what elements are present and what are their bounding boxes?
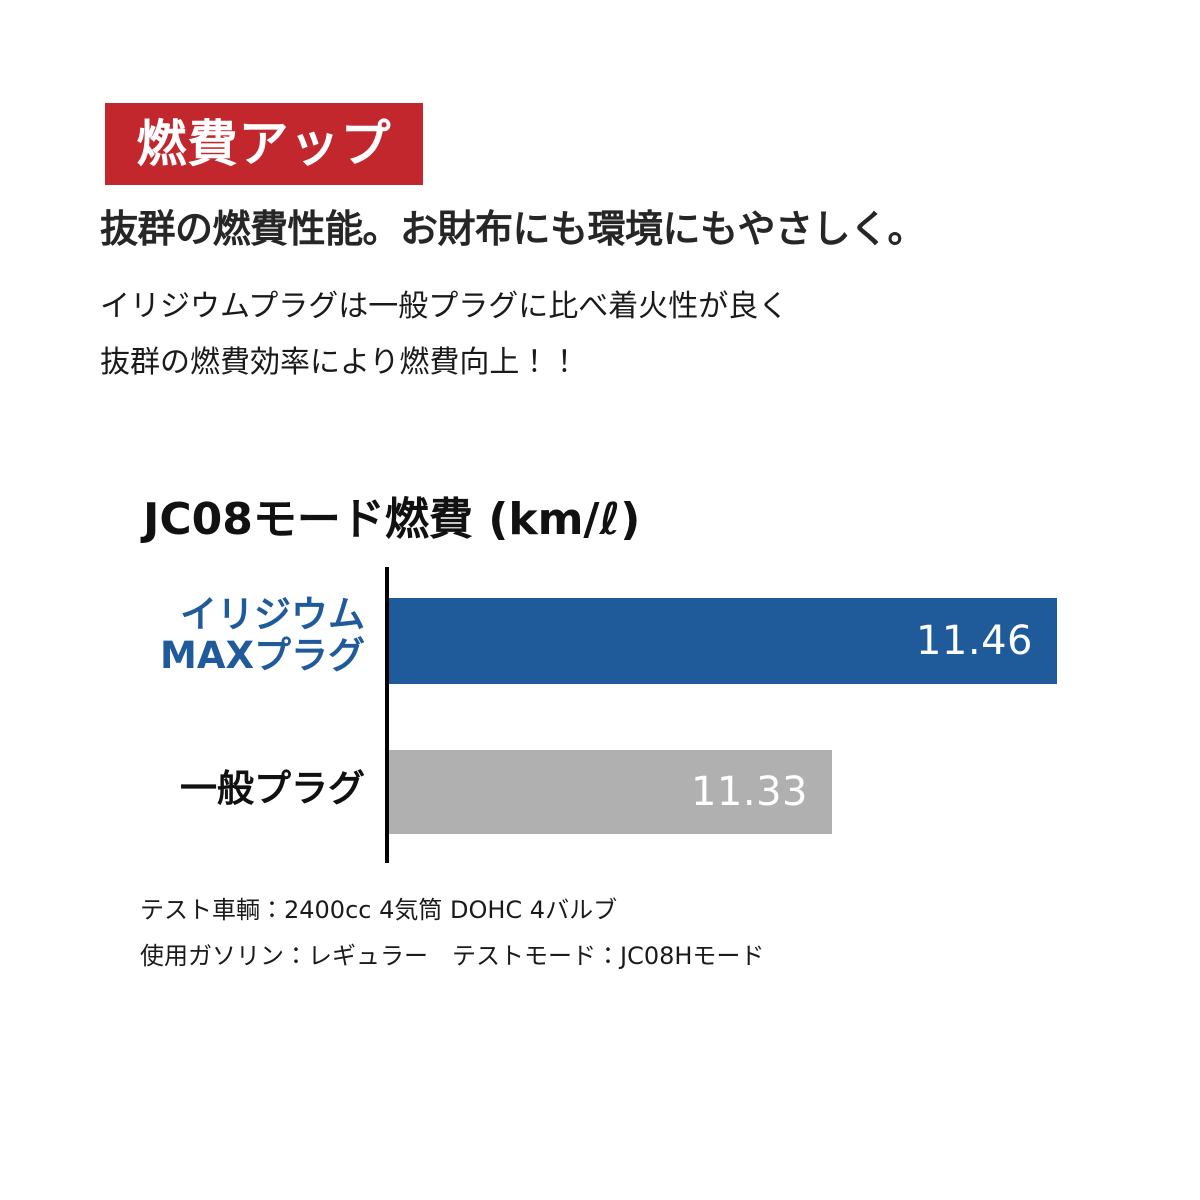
chart-title: JC08モード燃費 (km/ℓ) bbox=[143, 494, 641, 545]
body-copy: イリジウムプラグは一般プラグに比べ着火性が良く 抜群の燃費効率により燃費向上！！ bbox=[100, 287, 788, 398]
chart-category-label-normal-line-1: 一般プラグ bbox=[180, 767, 365, 810]
chart-bar-iridium: 11.46 bbox=[389, 598, 1057, 684]
page-headline: 抜群の燃費性能。お財布にも環境にもやさしく。 bbox=[100, 207, 926, 251]
chart-footnote-line-1: テスト車輌：2400cc 4気筒 DOHC 4バルブ bbox=[140, 896, 618, 924]
body-copy-line-2: 抜群の燃費効率により燃費向上！！ bbox=[100, 344, 580, 380]
chart-category-label-iridium: イリジウム MAXプラグ bbox=[140, 594, 365, 677]
chart-footnote-line-2: 使用ガソリン：レギュラー テストモード：JC08Hモード bbox=[140, 942, 765, 970]
chart-footnotes: テスト車輌：2400cc 4気筒 DOHC 4バルブ 使用ガソリン：レギュラー … bbox=[140, 898, 764, 990]
section-badge-label: 燃費アップ bbox=[136, 115, 392, 173]
chart-y-axis bbox=[385, 567, 389, 863]
body-copy-line-1: イリジウムプラグは一般プラグに比べ着火性が良く bbox=[100, 289, 789, 324]
chart-bar-normal: 11.33 bbox=[389, 750, 832, 834]
chart-category-label-iridium-line-1: イリジウム bbox=[180, 593, 365, 636]
chart-category-label-iridium-line-2: MAXプラグ bbox=[160, 634, 365, 678]
section-badge: 燃費アップ bbox=[105, 103, 423, 185]
chart-value-label-iridium: 11.46 bbox=[915, 618, 1033, 664]
chart-value-label-normal: 11.33 bbox=[690, 769, 808, 815]
chart-category-label-normal: 一般プラグ bbox=[140, 767, 365, 810]
